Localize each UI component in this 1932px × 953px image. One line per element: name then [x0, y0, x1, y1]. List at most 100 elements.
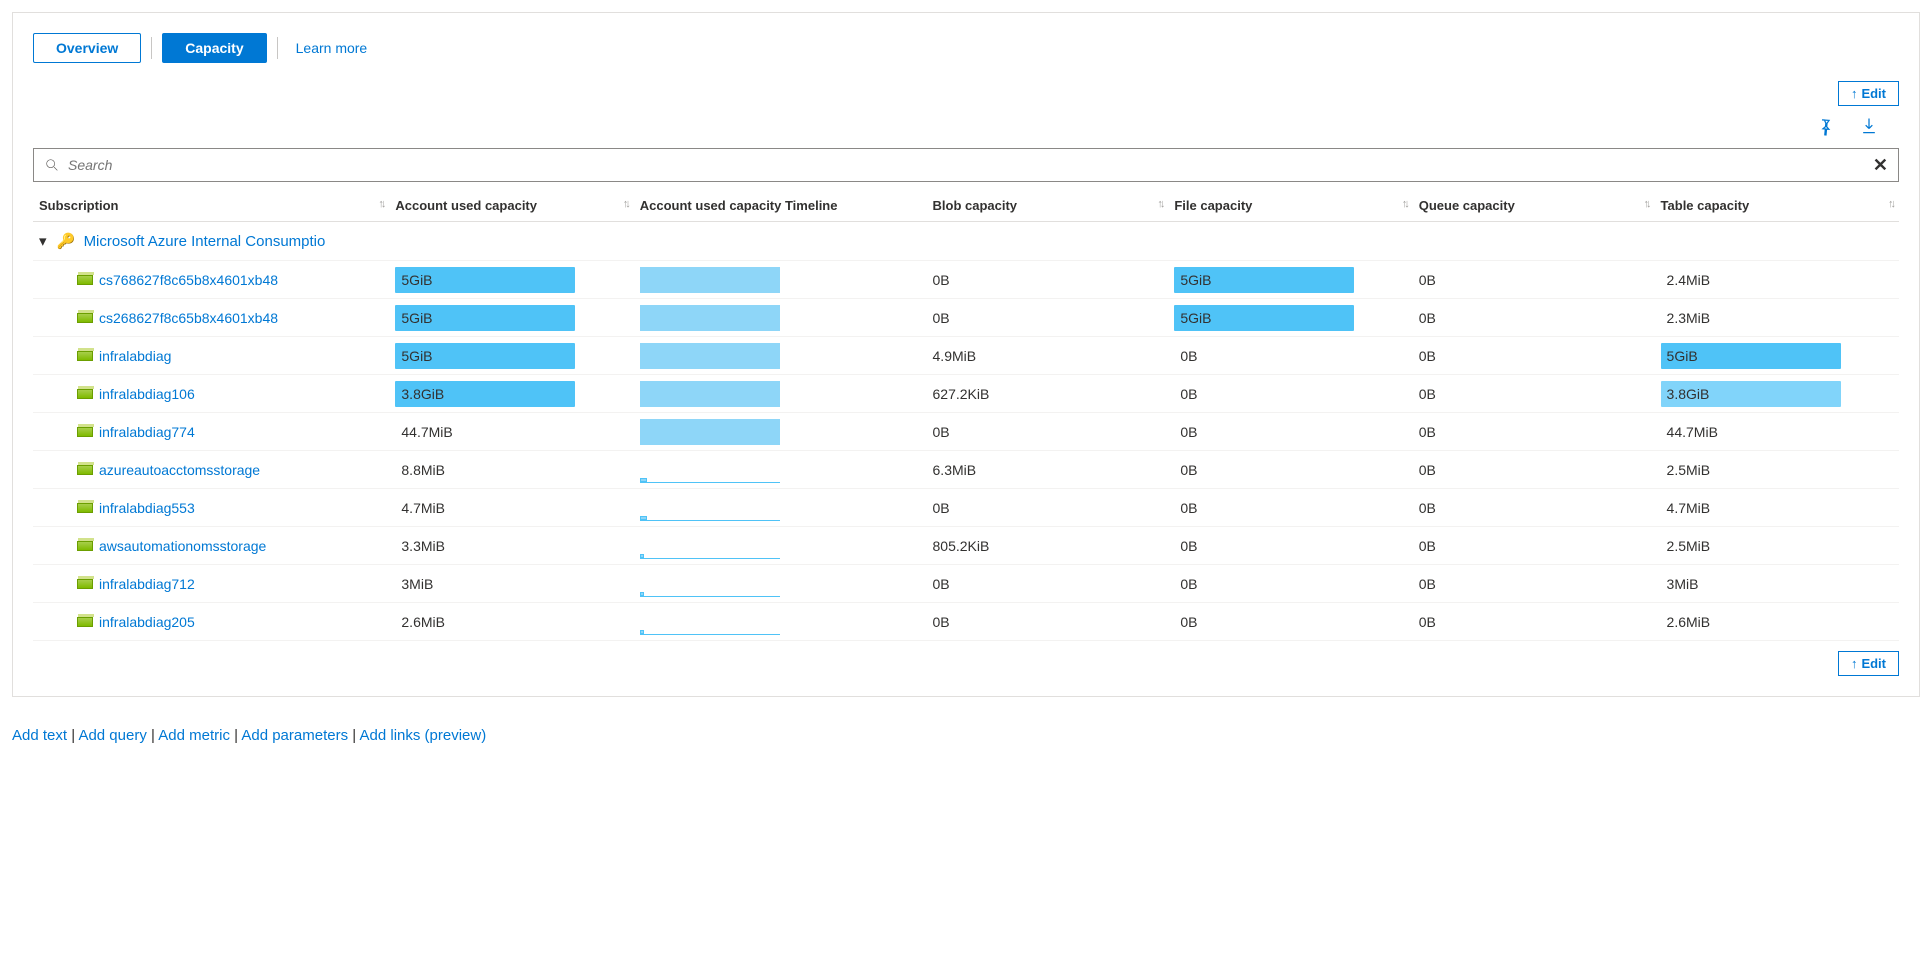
storage-icon [77, 275, 93, 285]
edit-button-bottom[interactable]: ↑ Edit [1838, 651, 1899, 676]
capacity-value: 4.7MiB [1661, 495, 1841, 521]
storage-account-link[interactable]: infralabdiag [99, 348, 171, 364]
blob-value: 627.2KiB [927, 375, 1169, 413]
blob-value: 6.3MiB [927, 451, 1169, 489]
table-row[interactable]: infralabdiag553 4.7MiB 0B 0B 0B 4.7MiB [33, 489, 1899, 527]
storage-account-link[interactable]: infralabdiag106 [99, 386, 195, 402]
capacity-value: 5GiB [395, 267, 575, 293]
queue-value: 0B [1413, 413, 1655, 451]
blob-value: 805.2KiB [927, 527, 1169, 565]
storage-account-link[interactable]: cs768627f8c65b8x4601xb48 [99, 272, 278, 288]
queue-value: 0B [1413, 603, 1655, 641]
blob-value: 0B [927, 565, 1169, 603]
capacity-value: 0B [1174, 457, 1354, 483]
storage-icon [77, 351, 93, 361]
search-bar[interactable]: ✕ [33, 148, 1899, 182]
capacity-value: 5GiB [395, 305, 575, 331]
storage-account-link[interactable]: infralabdiag205 [99, 614, 195, 630]
queue-value: 0B [1413, 527, 1655, 565]
storage-account-link[interactable]: awsautomationomsstorage [99, 538, 266, 554]
storage-icon [77, 503, 93, 513]
clear-search-icon[interactable]: ✕ [1873, 155, 1888, 176]
storage-account-link[interactable]: infralabdiag774 [99, 424, 195, 440]
edit-label: Edit [1861, 656, 1886, 671]
col-timeline[interactable]: Account used capacity Timeline [634, 190, 927, 222]
capacity-value: 2.6MiB [1661, 609, 1841, 635]
subscription-name: Microsoft Azure Internal Consumptio [84, 233, 326, 250]
col-blob[interactable]: Blob capacity↑↓ [927, 190, 1169, 222]
storage-icon [77, 541, 93, 551]
table-row[interactable]: infralabdiag774 44.7MiB 0B 0B 0B 44.7MiB [33, 413, 1899, 451]
capacity-value: 3.3MiB [395, 533, 575, 559]
add-links-link[interactable]: Add links (preview) [360, 727, 487, 744]
capacity-value: 0B [1174, 343, 1354, 369]
separator [151, 37, 152, 59]
table-row[interactable]: awsautomationomsstorage 3.3MiB 805.2KiB … [33, 527, 1899, 565]
blob-value: 4.9MiB [927, 337, 1169, 375]
capacity-value: 2.3MiB [1661, 305, 1841, 331]
blob-value: 0B [927, 261, 1169, 299]
capacity-value: 4.7MiB [395, 495, 575, 521]
learn-more-link[interactable]: Learn more [296, 40, 368, 56]
blob-value: 0B [927, 489, 1169, 527]
capacity-value: 3.8GiB [1661, 381, 1841, 407]
edit-button-top[interactable]: ↑ Edit [1838, 81, 1899, 106]
table-row[interactable]: infralabdiag 5GiB 4.9MiB 0B 0B 5GiB [33, 337, 1899, 375]
footer-actions: Add text | Add query | Add metric | Add … [12, 727, 1920, 744]
storage-icon [77, 427, 93, 437]
capacity-value: 0B [1174, 495, 1354, 521]
storage-icon [77, 617, 93, 627]
blob-value: 0B [927, 299, 1169, 337]
storage-account-link[interactable]: infralabdiag712 [99, 576, 195, 592]
col-file[interactable]: File capacity↑↓ [1168, 190, 1412, 222]
add-parameters-link[interactable]: Add parameters [241, 727, 348, 744]
storage-icon [77, 389, 93, 399]
table-row[interactable]: azureautoacctomsstorage 8.8MiB 6.3MiB 0B… [33, 451, 1899, 489]
capacity-value: 44.7MiB [395, 419, 575, 445]
col-subscription[interactable]: Subscription↑↓ [33, 190, 389, 222]
storage-account-link[interactable]: infralabdiag553 [99, 500, 195, 516]
capacity-value: 2.5MiB [1661, 533, 1841, 559]
capacity-value: 0B [1174, 571, 1354, 597]
table-row[interactable]: infralabdiag106 3.8GiB 627.2KiB 0B 0B 3.… [33, 375, 1899, 413]
subscription-group-row[interactable]: ▾ 🔑 Microsoft Azure Internal Consumptio [33, 222, 1899, 261]
capacity-value: 5GiB [1661, 343, 1841, 369]
edit-icon: ↑ [1851, 86, 1858, 101]
storage-icon [77, 313, 93, 323]
capacity-table: Subscription↑↓ Account used capacity↑↓ A… [33, 190, 1899, 641]
add-query-link[interactable]: Add query [78, 727, 146, 744]
capacity-value: 0B [1174, 419, 1354, 445]
capacity-value: 0B [1174, 533, 1354, 559]
queue-value: 0B [1413, 261, 1655, 299]
capacity-value: 0B [1174, 609, 1354, 635]
edit-label: Edit [1861, 86, 1886, 101]
edit-icon: ↑ [1851, 656, 1858, 671]
table-row[interactable]: cs268627f8c65b8x4601xb48 5GiB 0B 5GiB 0B… [33, 299, 1899, 337]
queue-value: 0B [1413, 565, 1655, 603]
capacity-value: 3.8GiB [395, 381, 575, 407]
queue-value: 0B [1413, 451, 1655, 489]
caret-down-icon: ▾ [39, 232, 47, 250]
queue-value: 0B [1413, 299, 1655, 337]
capacity-value: 2.6MiB [395, 609, 575, 635]
pin-icon[interactable] [1815, 116, 1835, 136]
col-table[interactable]: Table capacity↑↓ [1655, 190, 1899, 222]
storage-account-link[interactable]: cs268627f8c65b8x4601xb48 [99, 310, 278, 326]
add-metric-link[interactable]: Add metric [158, 727, 230, 744]
table-row[interactable]: infralabdiag205 2.6MiB 0B 0B 0B 2.6MiB [33, 603, 1899, 641]
col-queue[interactable]: Queue capacity↑↓ [1413, 190, 1655, 222]
download-icon[interactable] [1859, 116, 1879, 136]
tab-capacity[interactable]: Capacity [162, 33, 266, 63]
capacity-value: 2.4MiB [1661, 267, 1841, 293]
blob-value: 0B [927, 413, 1169, 451]
search-input[interactable] [68, 157, 1873, 173]
table-row[interactable]: cs768627f8c65b8x4601xb48 5GiB 0B 5GiB 0B… [33, 261, 1899, 299]
capacity-value: 5GiB [395, 343, 575, 369]
storage-account-link[interactable]: azureautoacctomsstorage [99, 462, 260, 478]
add-text-link[interactable]: Add text [12, 727, 67, 744]
col-used-capacity[interactable]: Account used capacity↑↓ [389, 190, 633, 222]
tab-overview[interactable]: Overview [33, 33, 141, 63]
table-row[interactable]: infralabdiag712 3MiB 0B 0B 0B 3MiB [33, 565, 1899, 603]
capacity-value: 3MiB [395, 571, 575, 597]
separator [277, 37, 278, 59]
